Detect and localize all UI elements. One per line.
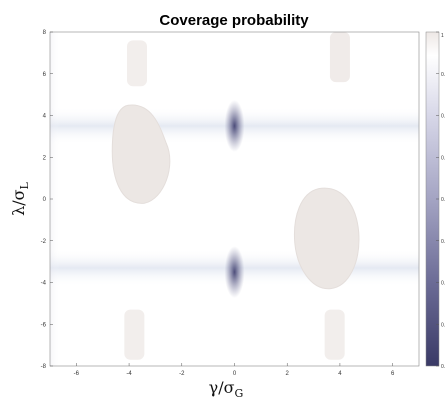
y-tick-label: 2 xyxy=(43,155,47,161)
y-tick-label: 0 xyxy=(43,197,47,203)
y-tick-label: -6 xyxy=(41,322,47,328)
colorbar-tick-label: 0. xyxy=(441,72,445,78)
y-tick-label: 8 xyxy=(43,30,47,36)
x-tick-label: 0 xyxy=(233,371,237,377)
x-axis-label: γ/σG xyxy=(209,378,244,400)
y-tick-label: -2 xyxy=(41,239,47,245)
y-axis-label: λ/σL xyxy=(9,181,31,215)
y-tick-label: 4 xyxy=(43,114,47,120)
colorbar-tick-label: 0. xyxy=(441,239,445,245)
x-tick-label: 4 xyxy=(338,371,342,377)
dark-spot-lower xyxy=(224,246,245,299)
region-bottom-right xyxy=(324,309,345,360)
region-upper-left xyxy=(111,104,171,204)
colorbar-ticks: 1 0. 0. 0. 0. 0. 0. 0. 0. xyxy=(436,31,445,370)
y-tick-label: -4 xyxy=(41,281,47,287)
colorbar-tick-label: 0. xyxy=(441,364,445,370)
x-tick-label: -6 xyxy=(74,371,80,377)
chart-title: Coverage probability xyxy=(159,12,309,29)
colorbar-tick-label: 0. xyxy=(441,281,445,287)
colorbar-tick-label: 0. xyxy=(441,197,445,203)
y-tick-label: 6 xyxy=(43,72,47,78)
colorbar-tick-label: 1 xyxy=(441,33,444,39)
x-tick-label: 6 xyxy=(391,371,395,377)
y-tick-label: -8 xyxy=(41,364,47,370)
region-top-left xyxy=(126,40,147,87)
region-bottom-left xyxy=(124,309,145,360)
heatmap-layer xyxy=(50,32,419,366)
colorbar-tick-label: 0. xyxy=(441,155,445,161)
y-axis: 8 6 4 2 0 -2 -4 -6 -8 xyxy=(41,30,53,370)
region-top-right xyxy=(329,32,350,83)
x-tick-label: -4 xyxy=(126,371,132,377)
region-lower-right xyxy=(293,187,360,290)
x-tick-label: 2 xyxy=(286,371,290,377)
vertical-band xyxy=(50,32,60,366)
x-axis: -6 -4 -2 0 2 4 6 xyxy=(74,363,395,377)
dark-spot-upper xyxy=(224,99,245,152)
x-tick-label: -2 xyxy=(179,371,185,377)
colorbar-tick-label: 0. xyxy=(441,114,445,120)
colorbar-tick-label: 0. xyxy=(441,322,445,328)
plot-area xyxy=(50,32,419,366)
